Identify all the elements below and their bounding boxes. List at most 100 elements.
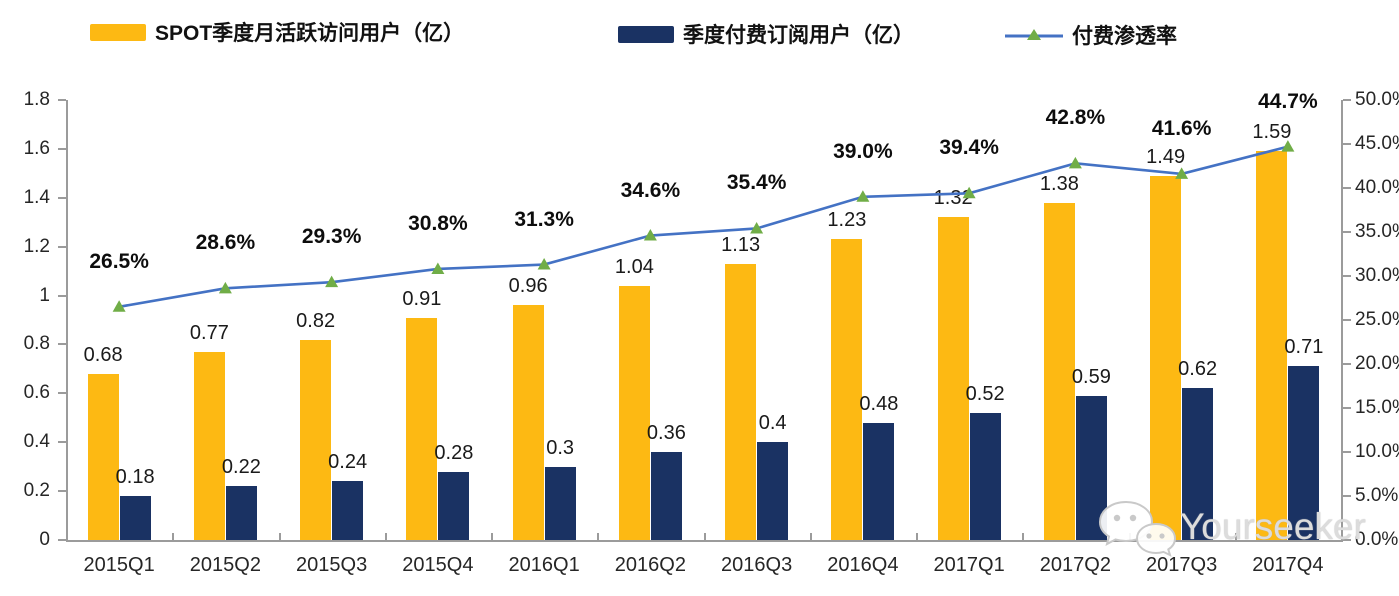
x-axis-label: 2017Q4 (1252, 554, 1324, 576)
y-axis-left-tick (58, 245, 66, 248)
bar-mau (831, 239, 863, 540)
x-axis-tick (384, 533, 387, 540)
penetration-value-label: 28.6% (195, 231, 256, 255)
x-axis-label: 2016Q4 (827, 554, 899, 576)
y-axis-right-tick (1343, 495, 1351, 497)
x-axis-tick (1341, 533, 1343, 540)
y-axis-left-tick (58, 196, 66, 199)
x-axis-label: 2015Q4 (402, 554, 474, 576)
watermark: Yourseeker (1096, 496, 1366, 558)
bar-subscribers (757, 442, 789, 540)
x-axis-label: 2016Q3 (721, 554, 793, 576)
bar-subscribers-value-label: 0.28 (434, 441, 474, 464)
bar-subscribers (969, 412, 1001, 540)
y-axis-right-tick (1343, 451, 1351, 453)
y-axis-right-label: 45.0% (1355, 133, 1399, 154)
y-axis-left-tick (58, 147, 66, 150)
x-axis-label: 2017Q3 (1146, 554, 1218, 576)
bar-subscribers (438, 471, 470, 540)
x-axis-tick (172, 533, 175, 540)
bar-subscribers (119, 496, 151, 540)
bar-subscribers-value-label: 0.18 (115, 466, 155, 488)
subscribers-legend-label: 季度付费订阅用户（亿） (683, 24, 914, 47)
y-axis-right-label: 15.0% (1355, 397, 1399, 418)
y-axis-right-label: 0.0% (1355, 529, 1399, 550)
bar-mau-value-label: 1.13 (721, 233, 761, 256)
y-axis-left-label: 1 (39, 284, 50, 306)
y-axis-right-tick (1343, 231, 1351, 233)
y-axis-left-label: 0.6 (23, 382, 50, 404)
penetration-value-label: 41.6% (1151, 116, 1212, 140)
penetration-legend-label: 付费渗透率 (1072, 25, 1177, 48)
y-axis-left-tick (58, 539, 66, 541)
x-axis-label: 2017Q2 (1039, 554, 1111, 576)
penetration-value-label: 39.0% (833, 139, 893, 163)
bar-mau-value-label: 0.96 (508, 275, 548, 298)
bar-subscribers (1182, 388, 1214, 540)
penetration-value-label: 42.8% (1045, 106, 1106, 130)
y-axis-right-tick (1343, 539, 1351, 541)
penetration-value-label: 39.4% (939, 136, 999, 160)
bar-subscribers-value-label: 0.24 (328, 451, 368, 474)
bar-mau-value-label: 0.82 (296, 309, 336, 332)
bar-mau (512, 305, 544, 540)
y-axis-right-label: 40.0% (1355, 177, 1399, 198)
y-axis-left-label: 1.2 (23, 235, 50, 257)
y-axis-right-tick (1343, 363, 1351, 365)
bar-mau-value-label: 1.59 (1252, 121, 1292, 144)
penetration-value-label: 31.3% (514, 207, 574, 231)
y-axis-left-tick (58, 441, 66, 444)
penetration-marker (112, 300, 126, 312)
x-axis-label: 2015Q1 (83, 554, 155, 576)
x-axis-label: 2017Q1 (933, 554, 1005, 576)
watermark-text: Yourseeker (1180, 506, 1366, 547)
y-axis-left-tick (58, 343, 66, 346)
y-axis-left-tick (58, 490, 66, 493)
penetration-marker (750, 221, 764, 234)
y-axis-right-label: 10.0% (1355, 441, 1399, 462)
y-axis-right-label: 25.0% (1355, 309, 1399, 330)
penetration-marker (643, 229, 657, 241)
y-axis-right-label: 50.0% (1355, 89, 1399, 110)
y-axis-left-label: 0.8 (23, 333, 50, 355)
x-axis-tick (1234, 533, 1237, 540)
bar-subscribers (863, 422, 895, 540)
y-axis-left-label: 1.8 (23, 89, 50, 110)
bar-subscribers-value-label: 0.52 (965, 382, 1005, 405)
penetration-value-label: 34.6% (620, 178, 681, 202)
bar-subscribers-value-label: 0.22 (221, 456, 261, 479)
y-axis-left-label: 0 (39, 529, 50, 550)
penetration-marker (431, 262, 445, 274)
bar-mau-value-label: 1.49 (1146, 145, 1186, 168)
penetration-marker (856, 190, 870, 202)
x-axis-tick (809, 533, 812, 540)
mau-legend-swatch (90, 23, 146, 41)
penetration-marker (325, 275, 339, 288)
bar-mau (618, 285, 650, 540)
bar-subscribers-value-label: 0.59 (1071, 365, 1111, 388)
wechat-icon (1096, 496, 1178, 558)
bar-subscribers (544, 466, 576, 540)
bar-subscribers (225, 486, 257, 540)
y-axis-left-label: 1.6 (23, 137, 50, 159)
y-axis-left-label: 1.4 (23, 186, 50, 208)
bar-mau-value-label: 1.38 (1039, 172, 1079, 195)
y-axis-right-label: 30.0% (1355, 265, 1399, 286)
y-axis-left-tick (58, 99, 66, 101)
bar-mau (300, 339, 332, 540)
bar-subscribers (650, 452, 682, 540)
bar-mau-value-label: 1.23 (827, 209, 867, 232)
x-axis-tick (703, 533, 706, 540)
x-axis-label: 2015Q2 (189, 554, 261, 576)
penetration-marker (1068, 156, 1082, 169)
penetration-value-label: 29.3% (301, 225, 362, 249)
x-axis-tick (66, 533, 68, 540)
bar-subscribers-value-label: 0.48 (859, 392, 899, 415)
penetration-legend-swatch (1005, 25, 1063, 45)
bar-mau (937, 217, 969, 540)
bar-mau (406, 317, 438, 540)
subscribers-legend-swatch (618, 25, 674, 43)
penetration-value-label: 30.8% (408, 211, 468, 235)
bar-mau-value-label: 0.68 (83, 343, 123, 366)
